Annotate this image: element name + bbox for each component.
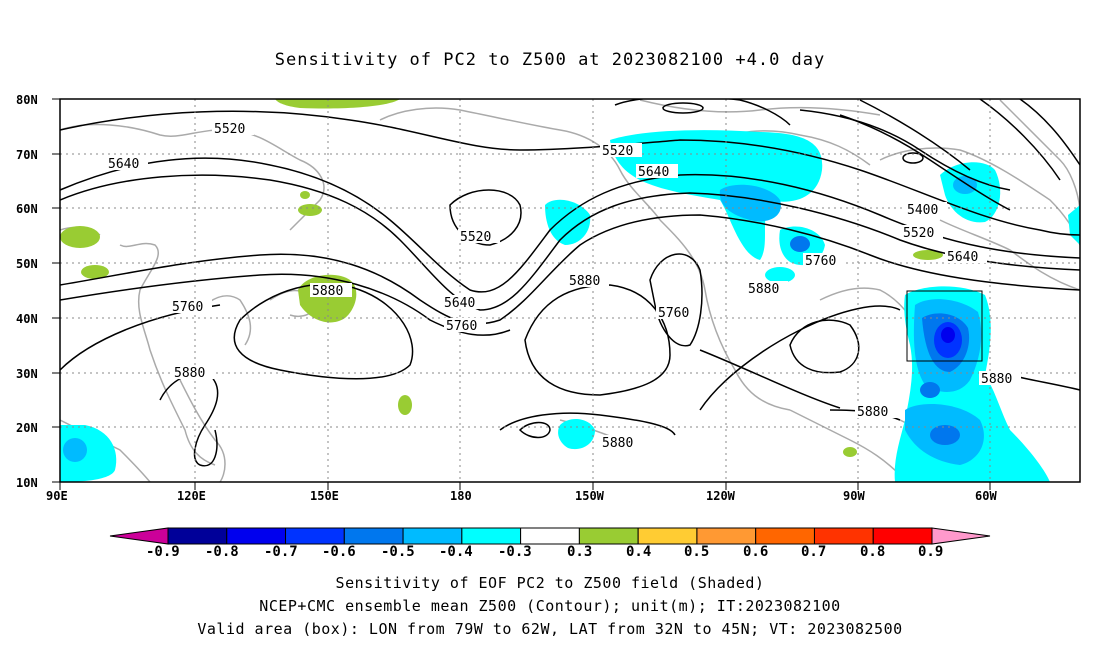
contour-label: 5640 — [444, 296, 475, 311]
map-title: Sensitivity of PC2 to Z500 at 2023082100… — [274, 50, 826, 70]
lat-label: 70N — [16, 148, 38, 162]
colorbar-box — [461, 527, 522, 545]
colorbar-box — [167, 527, 228, 545]
contour-label: 5880 — [312, 284, 343, 299]
contour-label: 5640 — [947, 250, 978, 265]
contour-label: 5520 — [602, 144, 633, 159]
colorbar-label: 0.9 — [918, 544, 943, 560]
lon-label: 90W — [843, 489, 865, 503]
colorbar-label: -0.5 — [381, 544, 415, 560]
contour-label: 5880 — [857, 405, 888, 420]
colorbar-box — [285, 527, 345, 545]
contour-label: 5640 — [638, 165, 669, 180]
lon-label: 90E — [46, 489, 68, 503]
contour-labels: 5520 5640 5520 5640 5520 5400 5520 5640 … — [106, 121, 1021, 451]
contour-label: 5880 — [174, 366, 205, 381]
lon-label: 150W — [575, 489, 605, 503]
colorbar-label: 0.3 — [567, 544, 592, 560]
contour-label: 5520 — [460, 230, 491, 245]
colorbar-low-arrow — [109, 527, 169, 545]
caption-line-2: NCEP+CMC ensemble mean Z500 (Contour); u… — [259, 597, 841, 615]
contour-label: 5640 — [108, 157, 139, 172]
colorbar-label: 0.8 — [860, 544, 885, 560]
colorbar: -0.9 -0.8 -0.7 -0.6 -0.5 -0.4 -0.3 0.3 0… — [109, 527, 991, 560]
colorbar-box — [755, 527, 815, 545]
caption-line-1: Sensitivity of EOF PC2 to Z500 field (Sh… — [335, 574, 765, 592]
lon-label: 60W — [975, 489, 997, 503]
contour-label: 5760 — [172, 300, 203, 315]
colorbar-label: -0.3 — [498, 544, 532, 560]
contour-label: 5760 — [446, 319, 477, 334]
contour-label: 5880 — [748, 282, 779, 297]
lat-label: 60N — [16, 202, 38, 216]
colorbar-label: -0.7 — [264, 544, 298, 560]
contour-label: 5760 — [805, 254, 836, 269]
contour-label: 5400 — [907, 203, 938, 218]
contour-label: 5880 — [602, 436, 633, 451]
lon-label: 180 — [450, 489, 472, 503]
lat-label: 30N — [16, 367, 38, 381]
valid-area-box — [906, 290, 983, 362]
colorbar-box — [343, 527, 404, 545]
grid-lines — [60, 99, 1080, 482]
colorbar-label: -0.6 — [322, 544, 356, 560]
latitude-labels: 80N 70N 60N 50N 40N 30N 20N 10N — [16, 93, 38, 490]
colorbar-high-arrow — [931, 527, 991, 545]
lat-label: 50N — [16, 257, 38, 271]
lon-label: 120E — [177, 489, 206, 503]
lon-label: 120W — [706, 489, 736, 503]
colorbar-label: -0.8 — [205, 544, 239, 560]
colorbar-box — [872, 527, 933, 545]
contour-label: 5880 — [981, 372, 1012, 387]
colorbar-label: -0.9 — [146, 544, 180, 560]
colorbar-box — [637, 527, 698, 545]
map-frame — [59, 98, 1081, 483]
lon-label: 150E — [310, 489, 339, 503]
colorbar-box — [226, 527, 287, 545]
colorbar-box — [578, 527, 639, 545]
colorbar-box — [696, 527, 757, 545]
lat-label: 40N — [16, 312, 38, 326]
axis-ticks — [52, 98, 991, 490]
contour-label: 5520 — [903, 226, 934, 241]
lat-label: 80N — [16, 93, 38, 107]
colorbar-label: 0.4 — [626, 544, 651, 560]
caption-line-3: Valid area (box): LON from 79W to 62W, L… — [197, 620, 903, 638]
colorbar-box — [813, 527, 874, 545]
contour-label: 5520 — [214, 122, 245, 137]
colorbar-label: -0.4 — [439, 544, 473, 560]
contour-label: 5760 — [658, 306, 689, 321]
colorbar-box — [402, 527, 463, 545]
colorbar-box — [520, 527, 580, 545]
colorbar-labels: -0.9 -0.8 -0.7 -0.6 -0.5 -0.4 -0.3 0.3 0… — [146, 544, 943, 560]
colorbar-label: 0.7 — [801, 544, 826, 560]
lat-label: 20N — [16, 421, 38, 435]
lat-label: 10N — [16, 476, 38, 490]
longitude-labels: 90E 120E 150E 180 150W 120W 90W 60W — [46, 489, 997, 503]
contour-label: 5880 — [569, 274, 600, 289]
colorbar-label: 0.6 — [743, 544, 768, 560]
colorbar-label: 0.5 — [684, 544, 709, 560]
